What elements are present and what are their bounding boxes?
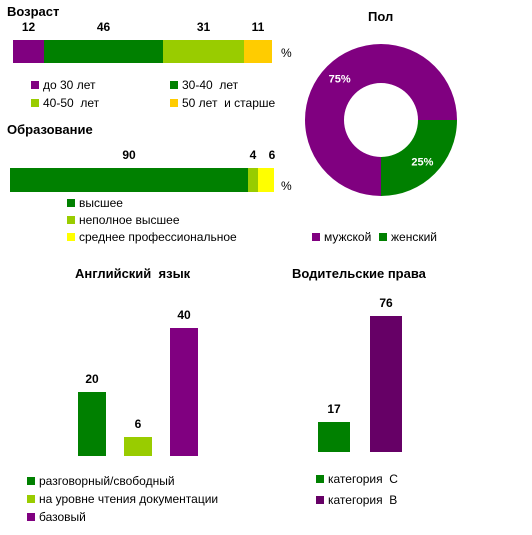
gender-legend-label: мужской (324, 230, 372, 244)
english-bars-container: 20 6 40 (60, 300, 220, 456)
gender-legend-item: мужской (312, 230, 371, 244)
gender-legend-label: женский (391, 230, 437, 244)
age-legend-label: до 30 лет (43, 78, 96, 92)
license-value-label: 17 (327, 402, 341, 416)
age-bar-container: 12 46 31 11 (13, 20, 272, 63)
age-chart-title: Возраст (7, 4, 60, 19)
education-value-label: 6 (268, 148, 276, 162)
education-legend-item: высшее (67, 196, 123, 210)
age-legend-swatch (170, 81, 178, 89)
education-legend-item: неполное высшее (67, 213, 180, 227)
age-bar-segment (13, 40, 44, 63)
license-bar (318, 422, 350, 452)
english-legend-swatch (27, 513, 35, 521)
license-legend-item: категория В (316, 493, 397, 507)
license-legend-swatch (316, 475, 324, 483)
english-legend-item: на уровне чтения документации (27, 492, 218, 506)
english-legend-swatch (27, 495, 35, 503)
education-value-label: 4 (249, 148, 257, 162)
age-legend-swatch (170, 99, 178, 107)
education-legend-label: высшее (79, 196, 123, 210)
age-legend-label: 40-50 лет (43, 96, 100, 110)
gender-chart-title: Пол (368, 9, 394, 24)
license-bar (370, 316, 402, 452)
license-legend-label: категория В (328, 493, 398, 507)
education-chart-title: Образование (7, 122, 93, 137)
education-percent-unit: % (281, 179, 292, 193)
english-bar (78, 392, 106, 456)
english-legend-item: базовый (27, 510, 86, 524)
english-legend-label: базовый (39, 510, 86, 524)
age-legend-swatch (31, 81, 39, 89)
education-legend-swatch (67, 216, 75, 224)
age-legend-item: 30-40 лет (170, 78, 238, 92)
age-value-label: 46 (96, 20, 111, 34)
education-legend-item: среднее профессиональное (67, 230, 237, 244)
english-legend-label: разговорный/свободный (39, 474, 175, 488)
gender-slice-label: 75% (329, 74, 351, 86)
english-legend-item: разговорный/свободный (27, 474, 175, 488)
age-bar-segment (44, 40, 163, 63)
english-legend-swatch (27, 477, 35, 485)
education-legend-swatch (67, 199, 75, 207)
license-bars-container: 17 76 (300, 296, 420, 452)
english-chart-title: Английский язык (75, 266, 191, 281)
age-percent-unit: % (281, 46, 292, 60)
license-legend-swatch (316, 496, 324, 504)
age-value-label: 11 (251, 20, 265, 34)
english-legend-label: на уровне чтения документации (39, 492, 219, 506)
age-bar-segment (244, 40, 272, 63)
age-bar-segment (163, 40, 244, 63)
education-legend-label: среднее профессиональное (79, 230, 237, 244)
gender-slice-label: 25% (411, 156, 433, 168)
license-legend-label: категория С (328, 472, 398, 486)
age-legend-label: 50 лет и старше (182, 96, 276, 110)
english-value-label: 6 (134, 417, 142, 431)
age-value-label: 12 (21, 20, 36, 34)
education-bar-segment (10, 168, 248, 192)
gender-donut-slice (305, 44, 457, 196)
education-bar-segment (248, 168, 258, 192)
age-legend-swatch (31, 99, 39, 107)
license-legend-item: категория С (316, 472, 398, 486)
english-value-label: 20 (85, 372, 99, 386)
age-legend-label: 30-40 лет (182, 78, 239, 92)
education-legend-label: неполное высшее (79, 213, 180, 227)
license-value-label: 76 (379, 296, 393, 310)
education-value-label: 90 (122, 148, 136, 162)
license-chart-title: Водительские права (292, 266, 426, 281)
english-value-label: 40 (177, 308, 191, 322)
education-bar-container: 90 4 6 (10, 148, 275, 192)
age-value-label: 31 (196, 20, 211, 34)
gender-donut-chart: 75% 25% (305, 44, 457, 196)
english-bar (124, 437, 152, 456)
english-bar (170, 328, 198, 456)
gender-donut-slice (381, 120, 457, 196)
gender-legend-item: женский (379, 230, 437, 244)
age-legend-item: до 30 лет (31, 78, 95, 92)
age-legend-item: 50 лет и старше (170, 96, 275, 110)
education-bar-segment (258, 168, 274, 192)
age-legend-item: 40-50 лет (31, 96, 99, 110)
gender-legend-swatch (379, 233, 387, 241)
education-legend-swatch (67, 233, 75, 241)
gender-legend-swatch (312, 233, 320, 241)
